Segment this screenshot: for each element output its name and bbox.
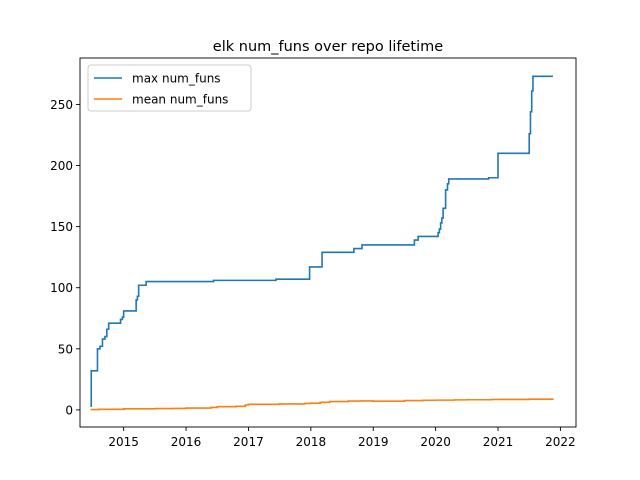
x-tick-label: 2020 xyxy=(420,435,451,449)
x-tick-label: 2017 xyxy=(233,435,264,449)
legend-label-max-num-funs: max num_funs xyxy=(132,72,221,86)
x-tick-label: 2022 xyxy=(545,435,576,449)
x-tick-label: 2019 xyxy=(358,435,389,449)
x-tick-label: 2018 xyxy=(296,435,327,449)
legend-label-mean-num-funs: mean num_funs xyxy=(132,93,228,107)
legend-box xyxy=(87,64,252,112)
series-line-mean-num-funs xyxy=(90,398,554,411)
series-line-max-num-funs xyxy=(90,75,553,408)
y-tick-label: 0 xyxy=(65,403,73,417)
y-tick-label: 150 xyxy=(50,220,73,234)
y-tick-label: 200 xyxy=(50,159,73,173)
chart-title: elk num_funs over repo lifetime xyxy=(213,39,443,55)
plot-frame xyxy=(79,57,577,428)
y-tick-label: 100 xyxy=(50,281,73,295)
y-tick-label: 250 xyxy=(50,98,73,112)
x-tick-label: 2016 xyxy=(171,435,202,449)
x-tick-label: 2021 xyxy=(483,435,514,449)
x-tick-label: 2015 xyxy=(108,435,139,449)
y-tick-label: 50 xyxy=(58,342,73,356)
